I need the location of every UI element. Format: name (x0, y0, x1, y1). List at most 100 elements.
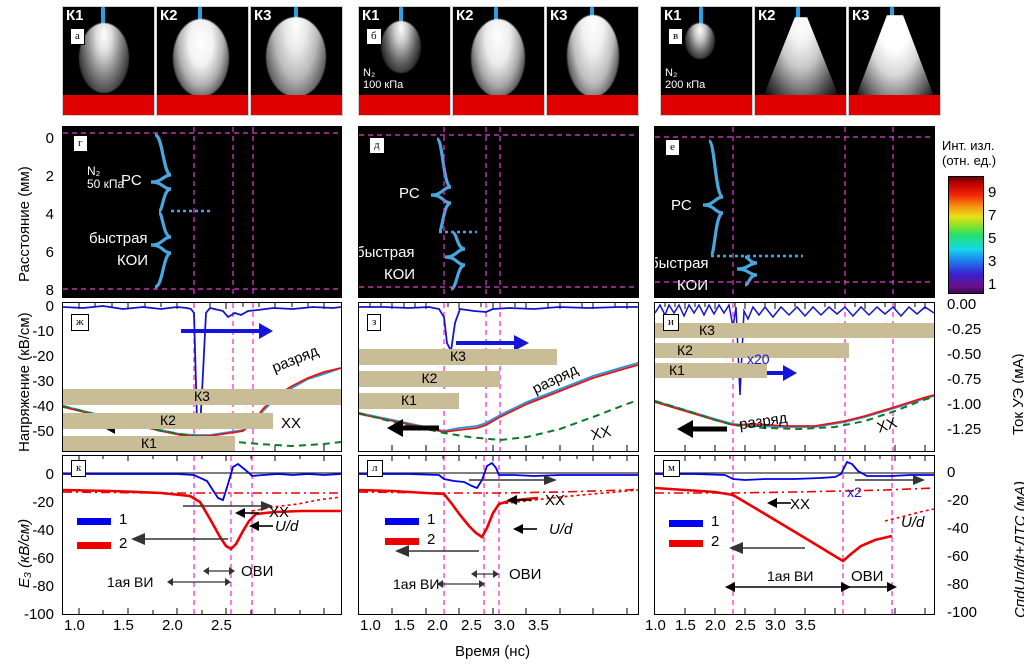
colorbar-title-line1: Инт. изл. (942, 138, 995, 153)
ytick-efield: -80 (32, 578, 54, 595)
gas-name: N₂ (665, 67, 678, 79)
ytick-current: -1.00 (947, 396, 982, 413)
legend-label-2: 2 (427, 531, 436, 548)
annotation-ovi: ОВИ (851, 568, 884, 585)
annotation-scale-x2: x2 (847, 484, 862, 500)
annotation-u-over-d: U/d (549, 521, 573, 538)
xtick-left: 1.0 (64, 617, 85, 634)
xtick-middle: 3.5 (528, 617, 549, 634)
xtick-middle: 3.0 (494, 617, 515, 634)
xtick-middle: 1.0 (360, 617, 381, 634)
red-bar (453, 95, 544, 115)
iccd-frame-label: К3 (852, 7, 870, 24)
discharge-glow (381, 21, 421, 73)
xtick-middle: 1.5 (394, 617, 415, 634)
efield-traces-m (655, 456, 934, 614)
ytick-distance: 6 (45, 244, 54, 261)
ytick-voltage: -20 (32, 348, 54, 365)
xtick-right: 3.0 (765, 617, 786, 634)
ytick-efield: -60 (32, 550, 54, 567)
needle-electrode-icon (699, 7, 703, 27)
ytick-voltage: -30 (32, 373, 54, 390)
xtick-middle: 2.0 (427, 617, 448, 634)
colorbar-tick: 3 (988, 253, 997, 270)
legend-label-1: 1 (711, 513, 720, 530)
streak-brace-d (359, 127, 638, 297)
annotation-first-vi-text: 1ая ВИ (767, 568, 814, 584)
panel-letter-zh: ж (71, 314, 89, 331)
gate-band-label: К3 (450, 348, 466, 364)
voltage-panel-zh: К3 К2 К1 (62, 302, 342, 452)
streak-panel-d: РС быстрая КОИ д (358, 126, 639, 298)
red-bar (157, 95, 248, 115)
colorbar (948, 176, 984, 294)
gate-band-label: К1 (401, 392, 417, 408)
ytick-voltage: -50 (32, 423, 54, 440)
streak-label-koi: КОИ (117, 252, 149, 269)
gate-band-label: К2 (160, 412, 176, 428)
panel-letter-g: г (73, 135, 88, 152)
iccd-frame-label: К3 (254, 7, 272, 24)
gate-band-label: К2 (677, 342, 693, 358)
annotation-xx: ХХ (281, 415, 302, 432)
ytick-displacement: -60 (947, 548, 969, 565)
efield-panel-k: 1 2 ХХ U/d 1ая ВИ ОВИ к (62, 455, 342, 615)
annotation-first-vi-text: 1ая ВИ (393, 576, 440, 592)
xtick-left: 1.5 (113, 617, 134, 634)
streak-label-rs: РС (121, 172, 142, 189)
iccd-frame-label: К2 (160, 7, 178, 24)
ytick-displacement: -40 (947, 520, 969, 537)
red-bar (547, 95, 638, 115)
gate-band-k1: К1 (655, 362, 767, 378)
red-bar (661, 95, 752, 115)
ytick-distance: 4 (45, 206, 54, 223)
streak-panel-e: РС быстрая КОИ е (654, 126, 935, 298)
discharge-glow (855, 15, 935, 99)
streak-label-fast: быстрая (654, 255, 709, 272)
efield-traces-l (359, 456, 638, 614)
iccd-frame-b-k2: К2 (452, 6, 545, 116)
gate-band-k1: К1 (359, 392, 459, 409)
ytick-displacement: 0 (947, 464, 956, 481)
panel-letter-z: з (367, 314, 382, 331)
annotation-xx: ХХ (269, 504, 290, 521)
gas-pressure: 50 кПа (87, 177, 125, 191)
gate-band-k3: К3 (359, 348, 557, 365)
iccd-frame-v-k2: К2 (754, 6, 847, 116)
gate-band-k1: К1 (63, 435, 235, 451)
ytick-efield: -20 (32, 494, 54, 511)
streak-label-fast: быстрая (89, 230, 148, 247)
ytick-voltage: 0 (45, 298, 54, 315)
iccd-frame-label: К2 (456, 7, 474, 24)
ytick-voltage: -10 (32, 323, 54, 340)
gate-band-k2: К2 (655, 342, 849, 358)
iccd-frame-label: К2 (758, 7, 776, 24)
xtick-right: 1.0 (645, 617, 666, 634)
panel-letter-v: в (668, 28, 684, 45)
panel-letter-i: и (663, 314, 679, 331)
xtick-middle: 2.5 (461, 617, 482, 634)
iccd-frame-b-k1: К1 N₂ 100 кПа (358, 6, 451, 116)
gate-band-label: К1 (669, 362, 685, 378)
annotation-first-vi-text: 1ая ВИ (107, 574, 154, 590)
panel-letter-m: м (663, 460, 680, 477)
gate-band-k3: К3 (63, 388, 341, 405)
ytick-distance: 2 (45, 168, 54, 185)
discharge-glow (567, 15, 619, 97)
streak-label-koi: КОИ (677, 277, 709, 294)
panel-letter-e: е (665, 139, 680, 156)
axis-label-time: Время (нс) (455, 643, 531, 660)
gate-band-label: К3 (699, 322, 715, 338)
gas-pressure: 100 кПа (363, 79, 404, 91)
ytick-displacement: -80 (947, 576, 969, 593)
gate-band-label: К1 (141, 435, 157, 451)
streak-brace-e (655, 127, 934, 297)
annotation-scale-x20: x20 (747, 351, 770, 367)
discharge-glow (471, 19, 525, 97)
red-bar (359, 95, 450, 115)
ytick-efield: 0 (45, 466, 54, 483)
discharge-glow (173, 19, 229, 97)
annotation-u-over-d: U/d (275, 518, 299, 535)
ytick-efield: -100 (23, 606, 54, 623)
annotation-ovi: ОВИ (241, 563, 274, 580)
